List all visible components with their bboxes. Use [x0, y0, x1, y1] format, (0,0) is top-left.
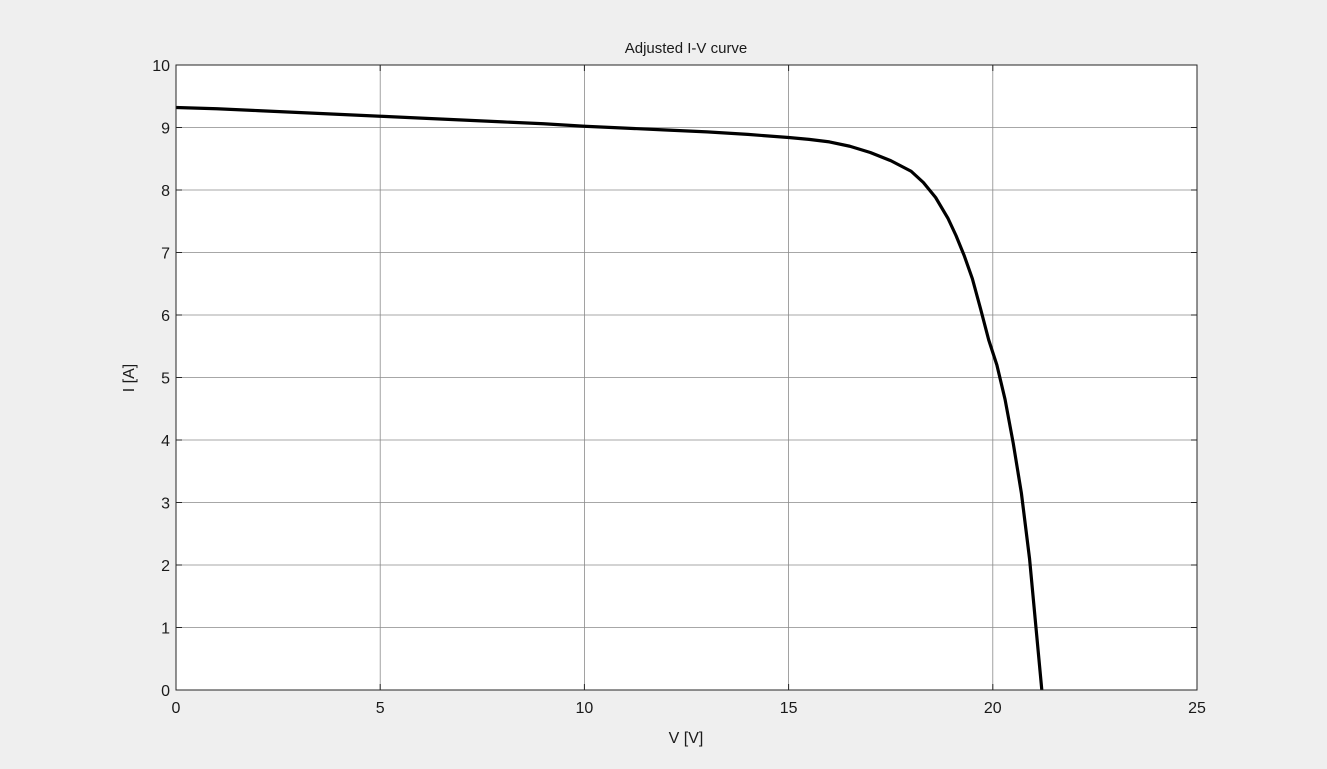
x-tick-label: 20: [984, 700, 1002, 717]
y-tick-label: 1: [161, 621, 170, 638]
x-axis-label: V [V]: [669, 730, 704, 747]
y-tick-label: 3: [161, 496, 170, 513]
x-tick-label: 10: [576, 700, 594, 717]
x-tick-label: 25: [1188, 700, 1206, 717]
tick-labels: 0 5 10 15 20 25 0 1 2 3 4 5 6 7 8 9 10: [152, 58, 1206, 717]
x-tick-label: 0: [172, 700, 181, 717]
y-tick-label: 10: [152, 58, 170, 75]
x-tick-label: 5: [376, 700, 385, 717]
series-line-0: [175, 105, 1044, 691]
y-tick-label: 6: [161, 308, 170, 325]
y-tick-label: 2: [161, 558, 170, 575]
axes-box: [175, 64, 1198, 691]
y-tick-label: 8: [161, 183, 170, 200]
chart-title: Adjusted I-V curve: [625, 40, 748, 57]
y-tick-label: 5: [161, 371, 170, 388]
grid: [176, 65, 1197, 690]
series-layer: [175, 105, 1044, 691]
y-tick-label: 4: [161, 433, 170, 450]
y-axis-label: I [A]: [121, 364, 138, 392]
y-tick-label: 0: [161, 683, 170, 700]
y-tick-label: 7: [161, 246, 170, 263]
x-tick-label: 15: [780, 700, 798, 717]
y-tick-label: 9: [161, 121, 170, 138]
